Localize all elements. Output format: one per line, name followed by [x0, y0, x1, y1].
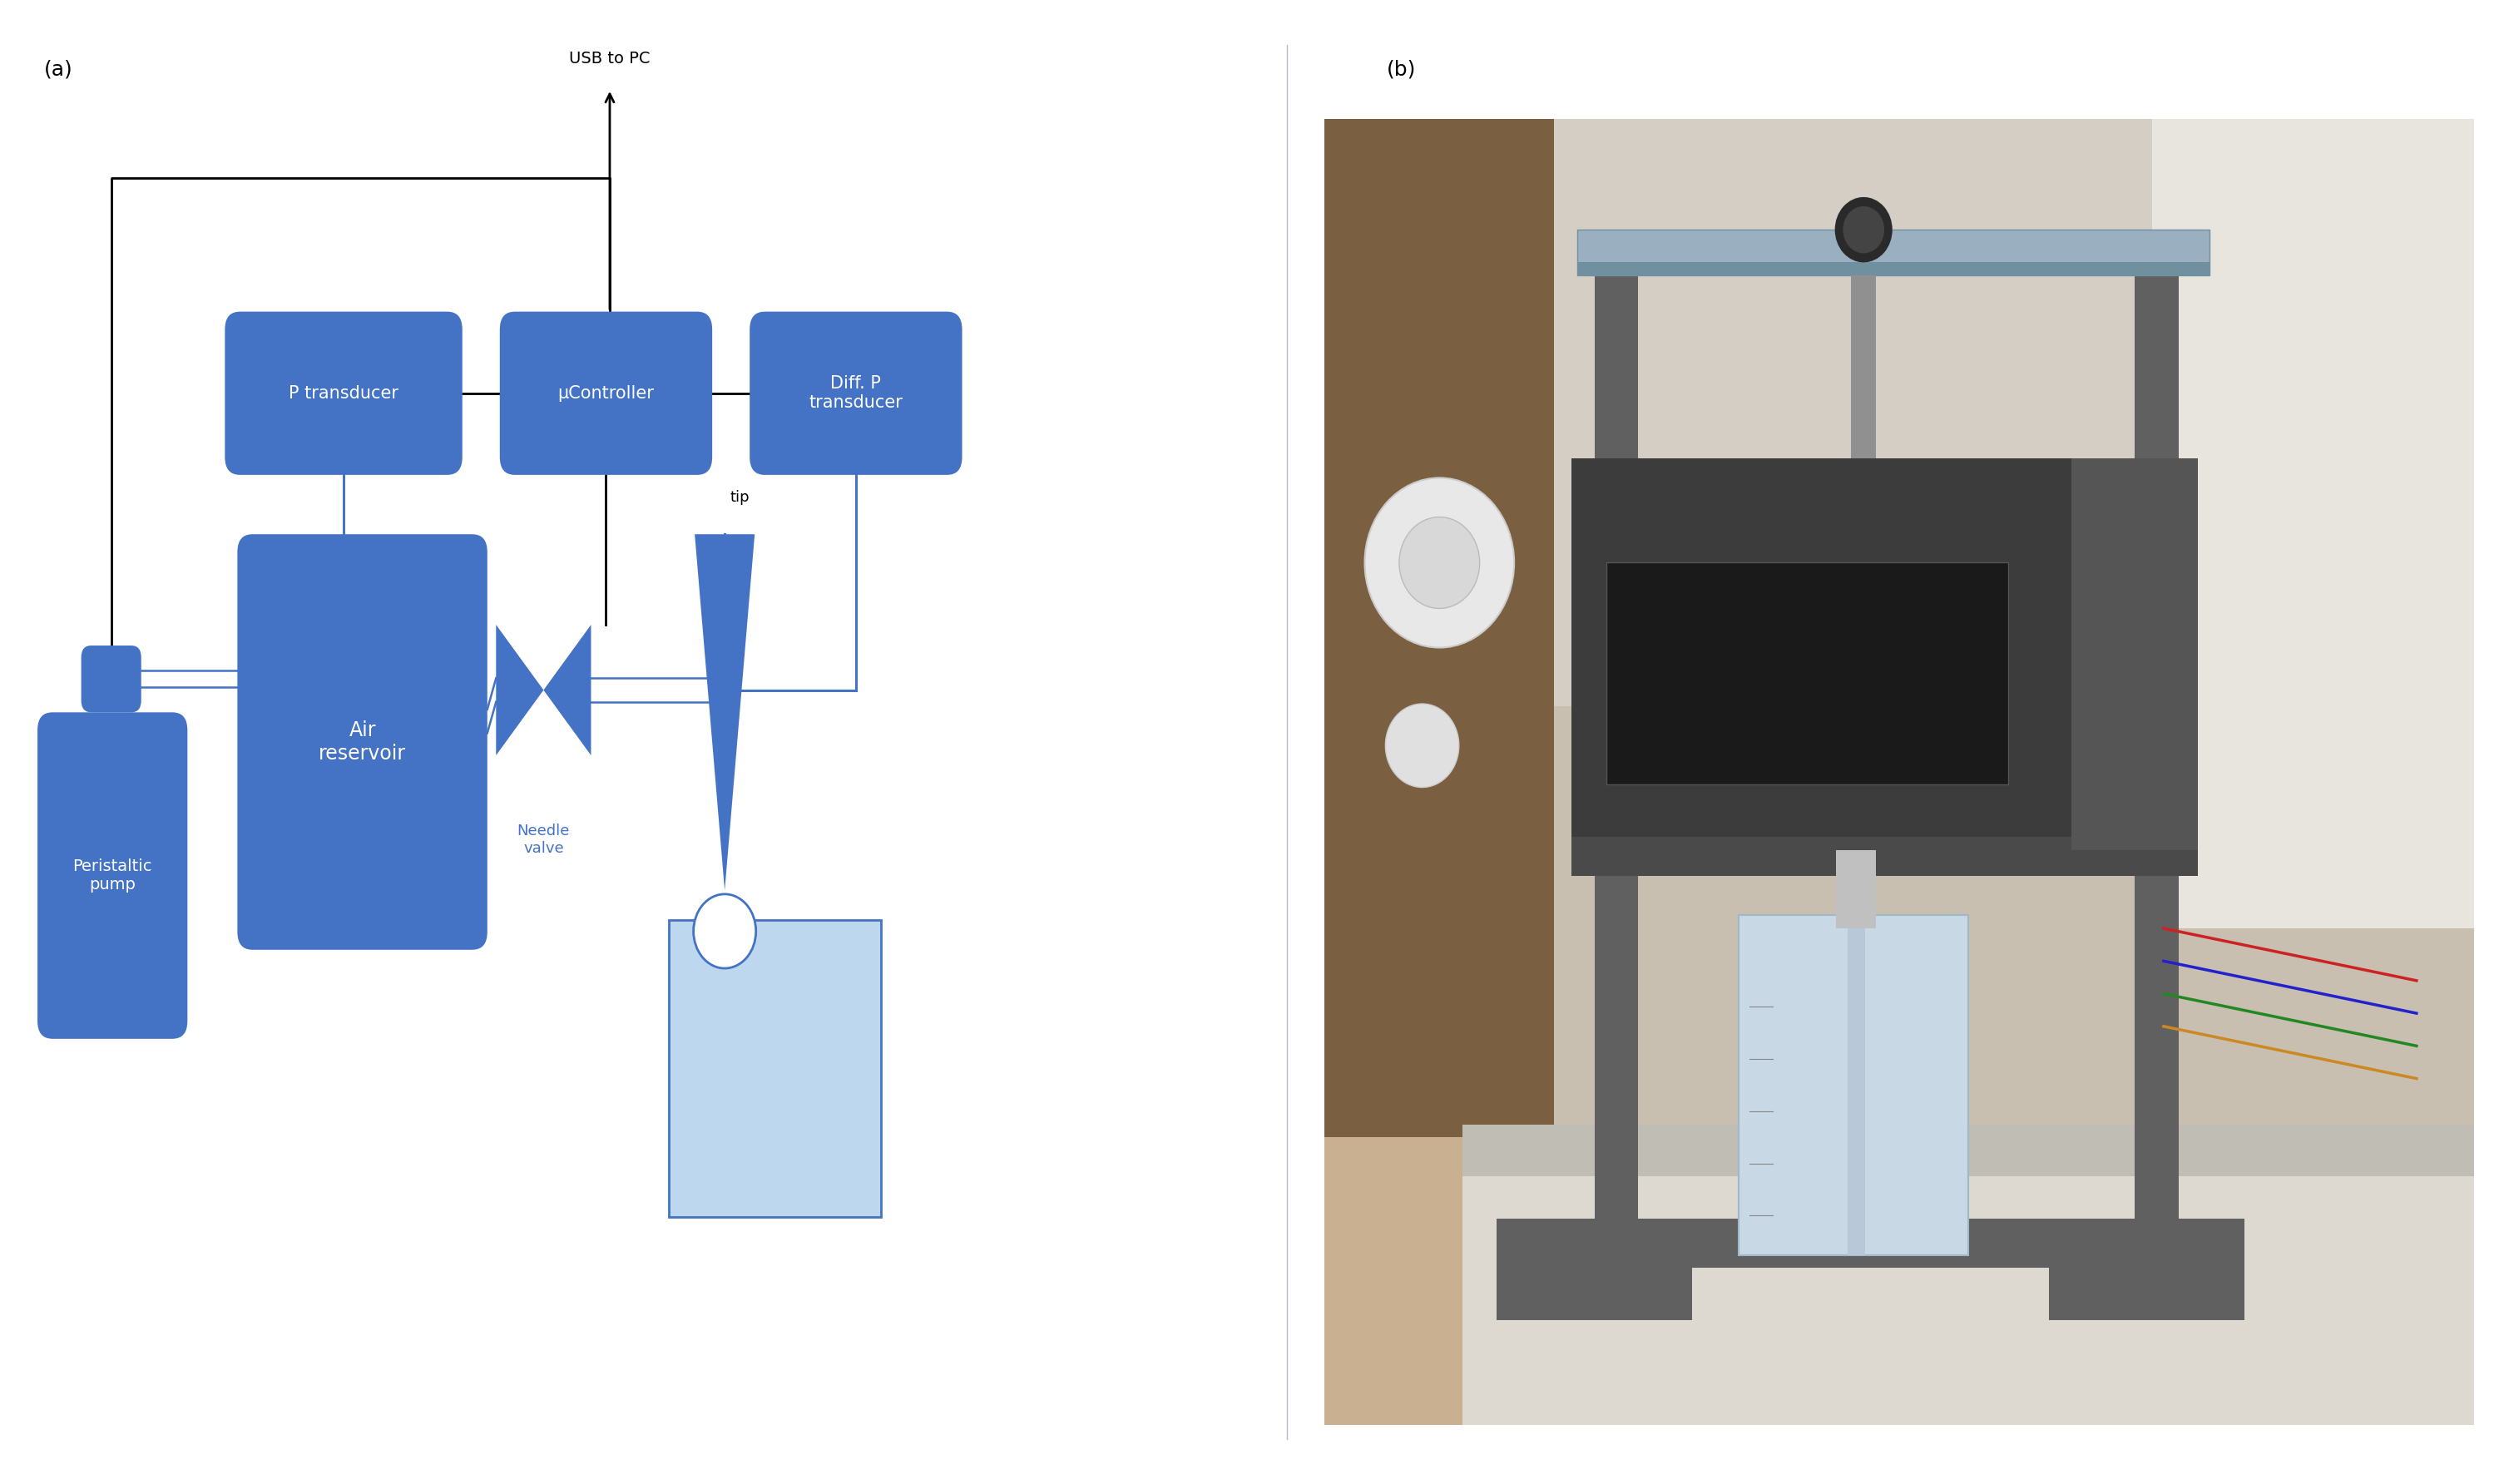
- Circle shape: [1834, 197, 1892, 263]
- Text: Air
reservoir: Air reservoir: [320, 720, 405, 764]
- Bar: [1847, 929, 1864, 1255]
- Bar: [1852, 276, 1877, 693]
- Bar: [1497, 1218, 2244, 1267]
- Polygon shape: [495, 625, 545, 755]
- Bar: [1572, 459, 2199, 850]
- Text: Diff. P
transducer: Diff. P transducer: [810, 375, 902, 411]
- Circle shape: [1384, 703, 1459, 788]
- Circle shape: [1842, 206, 1884, 254]
- Bar: [1462, 1125, 2474, 1177]
- Bar: [2134, 263, 2179, 1267]
- FancyBboxPatch shape: [82, 646, 140, 712]
- Bar: [1324, 1137, 2474, 1425]
- Bar: [1324, 119, 2474, 706]
- Polygon shape: [545, 625, 590, 755]
- Bar: [1324, 1137, 1462, 1425]
- Bar: [1577, 263, 2209, 276]
- Bar: [1572, 837, 2199, 876]
- Text: USB to PC: USB to PC: [570, 50, 650, 67]
- Circle shape: [1399, 516, 1479, 608]
- Text: μController: μController: [557, 384, 655, 402]
- Bar: [2049, 1261, 2244, 1321]
- Circle shape: [695, 893, 757, 969]
- Bar: [1594, 263, 1639, 1267]
- Text: (b): (b): [1387, 59, 1417, 79]
- Text: Needle
valve: Needle valve: [517, 824, 570, 856]
- Bar: [1837, 850, 1877, 929]
- Bar: [1577, 230, 2209, 276]
- Bar: [1739, 916, 1969, 1255]
- Text: Peristaltic
pump: Peristaltic pump: [72, 859, 152, 892]
- Bar: [1607, 562, 2009, 785]
- Polygon shape: [695, 534, 755, 890]
- FancyBboxPatch shape: [500, 312, 712, 475]
- Text: P transducer: P transducer: [290, 384, 397, 402]
- Text: tip: tip: [730, 490, 750, 505]
- Text: (a): (a): [45, 59, 72, 79]
- Bar: [1497, 1261, 1692, 1321]
- FancyBboxPatch shape: [37, 712, 187, 1039]
- FancyBboxPatch shape: [750, 312, 962, 475]
- Bar: [2072, 459, 2199, 850]
- Circle shape: [1364, 478, 1514, 647]
- Bar: [1324, 119, 1554, 1163]
- Bar: [2152, 119, 2474, 929]
- FancyBboxPatch shape: [225, 312, 462, 475]
- FancyBboxPatch shape: [237, 534, 487, 950]
- FancyBboxPatch shape: [670, 920, 882, 1217]
